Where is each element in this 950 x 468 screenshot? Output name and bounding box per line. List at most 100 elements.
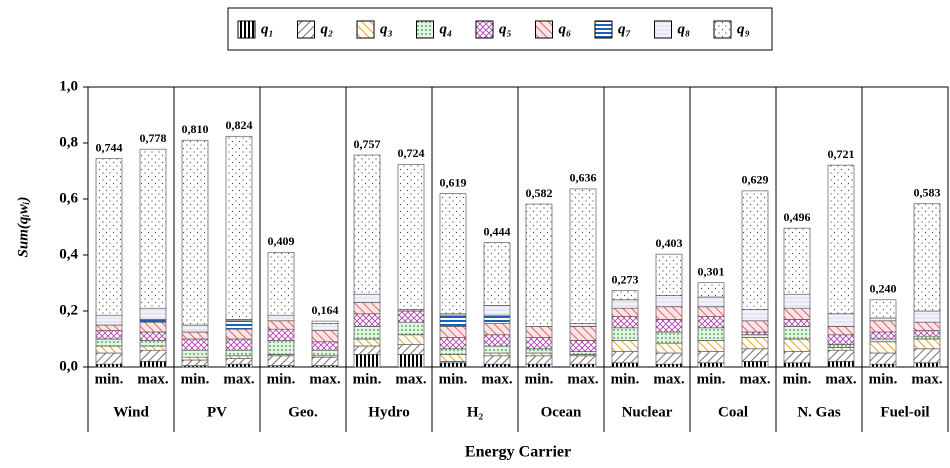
bar-segment — [181, 356, 209, 361]
legend-label: q₅ — [499, 21, 512, 37]
group-label: N. Gas — [797, 404, 841, 420]
y-tick-label: 0,0 — [59, 358, 78, 374]
bar-segment — [95, 352, 123, 365]
bar-segment — [353, 338, 381, 347]
x-tick-label: min. — [783, 371, 812, 387]
bar-segment — [483, 314, 511, 324]
bar-segment — [397, 334, 425, 345]
bar-segment — [655, 253, 683, 296]
bar-segment — [611, 299, 639, 309]
legend-label: q₄ — [440, 21, 453, 37]
bar-segment — [525, 203, 553, 327]
bar-segment — [267, 320, 295, 330]
bar-segment — [741, 331, 769, 336]
bar-segment — [181, 331, 209, 340]
bar-segment — [655, 295, 683, 308]
bar-segment — [525, 355, 553, 365]
legend-label: q₉ — [737, 21, 750, 37]
bar-segment — [741, 348, 769, 362]
bar-segment — [311, 330, 339, 343]
x-tick-label: max. — [911, 371, 942, 387]
total-label: 0,810 — [182, 122, 209, 136]
bar-segment — [869, 338, 897, 343]
bar-segment — [483, 305, 511, 316]
legend-swatch — [356, 20, 375, 39]
bar-segment — [913, 203, 941, 312]
bar-segment — [267, 314, 295, 322]
bar-segment — [913, 338, 941, 350]
bar-segment — [655, 319, 683, 333]
group-label: Hydro — [368, 404, 409, 420]
bar-segment — [353, 293, 381, 303]
group-label: H₂ — [467, 404, 484, 420]
bar-segment — [913, 362, 941, 368]
y-tick-label: 1,0 — [59, 78, 78, 94]
bar-segment — [611, 307, 639, 317]
x-tick-label: max. — [395, 371, 426, 387]
bar-segment — [397, 310, 425, 323]
legend-swatch — [535, 20, 553, 39]
bar-segment — [225, 328, 253, 340]
bar-segment — [655, 331, 683, 344]
bar-segment — [397, 321, 425, 336]
bar-segment — [783, 338, 811, 352]
total-label: 0,164 — [312, 303, 339, 317]
total-label: 0,629 — [742, 173, 769, 187]
bar-segment — [139, 349, 167, 362]
bar-segment — [827, 361, 855, 368]
bar-segment — [311, 323, 339, 331]
bar-segment — [783, 307, 811, 320]
bar-segment — [611, 316, 639, 329]
bar-segment — [139, 319, 167, 323]
bar-segment — [483, 345, 511, 354]
total-label: 0,301 — [698, 264, 725, 278]
bar-segment — [483, 242, 511, 306]
bar-segment — [267, 340, 295, 355]
total-label: 0,636 — [570, 171, 597, 185]
x-tick-label: max. — [481, 371, 512, 387]
bar-segment — [181, 349, 209, 358]
bar-segment — [655, 352, 683, 365]
bar-segment — [741, 334, 769, 338]
bar-segment — [139, 307, 167, 320]
bar-segment — [267, 252, 295, 316]
bar-segment — [397, 163, 425, 310]
bar-segment — [311, 320, 339, 324]
bar-segment — [525, 326, 553, 338]
x-tick-label: max. — [739, 371, 770, 387]
total-label: 0,721 — [828, 147, 855, 161]
total-label: 0,273 — [612, 272, 639, 286]
bar-segment — [697, 351, 725, 364]
bar-segment — [397, 344, 425, 355]
bar-segment — [525, 337, 553, 350]
bar-segment — [611, 340, 639, 352]
bar-segment — [697, 306, 725, 317]
bar-segment — [697, 340, 725, 352]
legend-box — [227, 7, 773, 51]
bar-segment — [353, 326, 381, 340]
bar-segment — [827, 326, 855, 336]
bar-segment — [655, 342, 683, 354]
y-tick-label: 0,6 — [59, 190, 78, 206]
bar-segment — [741, 320, 769, 333]
group-label: Ocean — [541, 404, 582, 420]
legend-swatch — [297, 20, 315, 39]
total-label: 0,619 — [440, 175, 467, 189]
bar-segment — [353, 154, 381, 295]
bar-segment — [611, 290, 639, 301]
x-tick-label: max. — [223, 371, 254, 387]
bar-segment — [483, 334, 511, 347]
bar-segment — [697, 362, 725, 368]
bar-segment — [783, 362, 811, 368]
bar-segment — [783, 326, 811, 340]
bar-segment — [869, 299, 897, 319]
bar-segment — [827, 349, 855, 362]
bar-segment — [353, 302, 381, 315]
bar-segment — [913, 335, 941, 340]
bar-segment — [525, 352, 553, 357]
bar-segment — [225, 349, 253, 357]
bar-segment — [353, 345, 381, 355]
legend-label: q₆ — [559, 21, 572, 37]
total-label: 0,724 — [398, 146, 425, 160]
legend-swatch — [416, 20, 434, 39]
